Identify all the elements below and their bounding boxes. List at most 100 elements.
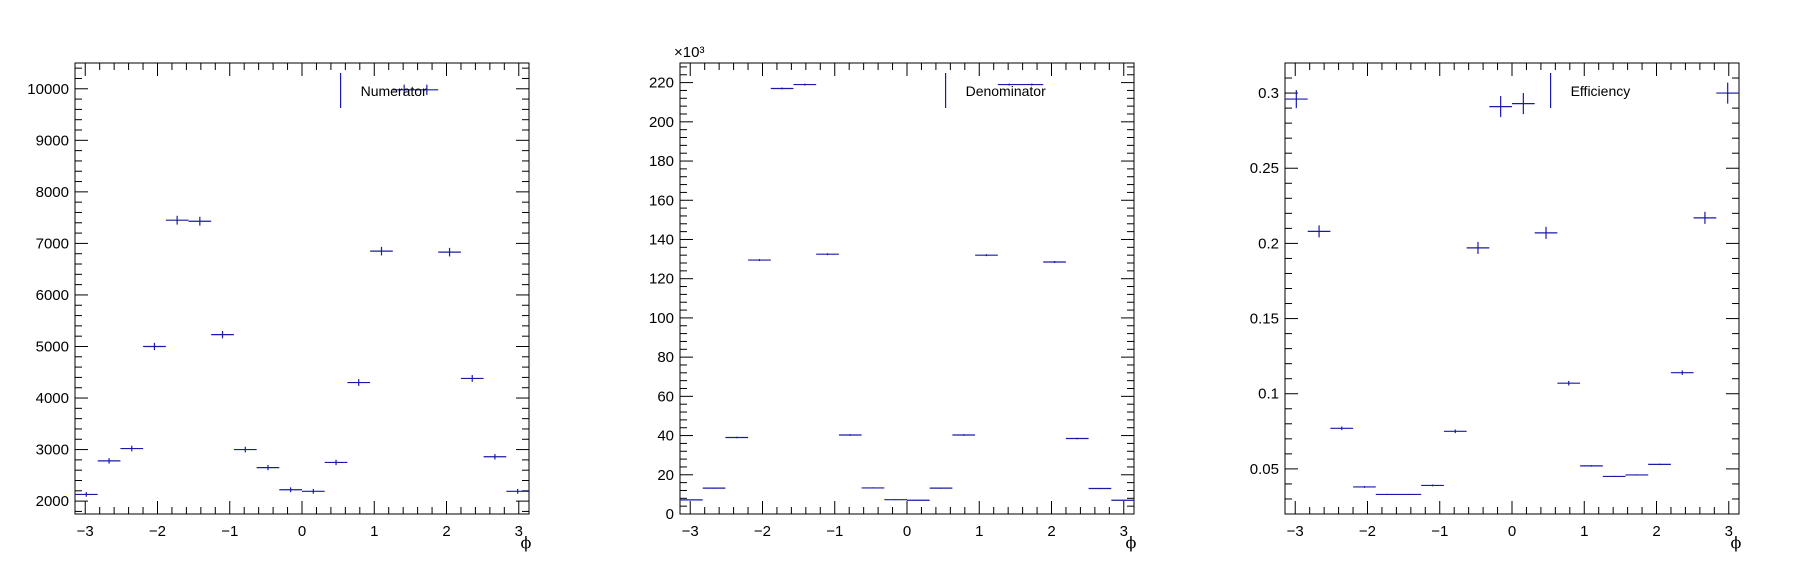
numerator-panel: −3 −2 −1 0 1 2 3 2000 3000 4000 5000 6000 7000 8000 90… [27,62,532,552]
data-point [1398,493,1422,496]
y-tick-label: 100 [649,310,674,327]
data-point [279,487,302,493]
x-tick-label: −1 [826,523,843,540]
y-tick-label: 180 [649,153,674,170]
data-point [506,488,530,494]
x-tick-label: 2 [442,523,450,540]
x-tick-label: −1 [1431,523,1448,540]
data-point [1670,370,1694,375]
y-tick-label: 2000 [36,493,69,510]
y-tick-label: 0.05 [1250,461,1279,478]
data-point [1375,493,1399,496]
data-point [702,487,726,489]
denominator-panel: −3 −2 −1 0 1 2 3 0 20 40 60 80 100 120 140 160 180 200 220… [649,44,1137,552]
x-tick-label: 3 [515,523,523,540]
data-point [324,459,348,466]
data-point [302,488,325,494]
data-point [1602,475,1626,478]
legend-label: Numerator [361,83,427,99]
y-tick-label: 4000 [36,390,69,407]
y-tick-label: 40 [657,428,674,445]
y-tick-label: 0.3 [1258,85,1279,102]
data-point [256,464,280,471]
x-tick-label: 3 [1120,523,1128,540]
data-point [1466,241,1490,254]
data-point [907,499,930,501]
data-point [347,379,371,386]
y-tick-label: 220 [649,75,674,92]
data-point [770,87,794,90]
data-point [1353,486,1376,488]
x-tick-label: −3 [1287,523,1304,540]
y-tick-label: 140 [649,231,674,248]
x-axis-title: ϕ [1731,533,1742,552]
y-tick-label: 20 [657,467,674,484]
x-tick-label: 3 [1725,523,1733,540]
data-point [211,330,234,339]
y-tick-label: 7000 [36,235,69,252]
y-tick-label: 0.25 [1250,160,1279,177]
x-axis-title: ϕ [521,533,532,552]
data-point [233,446,257,453]
data-point [816,253,839,256]
data-point [392,84,416,95]
y-tick-label: 6000 [36,287,69,304]
data-point [929,487,953,489]
data-point [679,499,703,501]
x-tick-label: −3 [682,523,699,540]
x-tick-label: 2 [1047,523,1055,540]
legend-label: Denominator [966,83,1046,99]
data-point [748,259,771,262]
data-point [165,215,189,225]
data-point [793,83,817,86]
x-tick-label: −2 [149,523,166,540]
data-point [1512,93,1535,115]
data-point [1557,380,1581,386]
data-point [460,375,484,382]
x-tick-label: 1 [370,523,378,540]
data-point [1284,90,1308,109]
data-point [1648,463,1671,466]
data-point [1443,429,1467,434]
data-point [1421,484,1444,487]
legend: Denominator [944,73,1046,108]
x-tick-label: 1 [975,523,983,540]
data-point [1716,82,1740,104]
data-point [1534,226,1558,239]
x-axis-title: ϕ [1126,533,1137,552]
y-tick-label: 60 [657,388,674,405]
series-denominator [679,83,1135,501]
data-point [120,445,144,452]
legend: Numerator [339,73,427,108]
x-tick-label: −1 [221,523,238,540]
data-point [1065,437,1089,440]
data-point [861,487,885,489]
data-point [1330,426,1354,431]
efficiency-panel: −3 −2 −1 0 1 2 3 0.05 0.1 0.15 0.2 0.25 0.3 ϕ Efficien… [1250,62,1742,552]
data-point [952,434,976,436]
data-point [97,458,121,464]
data-point [975,254,998,257]
y-tick-label: 0 [666,506,674,523]
data-point [1489,96,1512,118]
x-tick-label: −3 [77,523,94,540]
y-tick-label: 0.2 [1258,235,1279,252]
data-point [1580,465,1603,467]
data-point [884,499,907,501]
legend: Efficiency [1549,73,1631,108]
x-tick-label: 0 [903,523,911,540]
data-point [1088,487,1112,490]
data-point [1693,211,1717,224]
legend-label: Efficiency [1571,83,1631,99]
y-tick-label: 8000 [36,184,69,201]
data-point [725,436,749,439]
y-tick-label: 5000 [36,338,69,355]
data-point [1625,474,1649,476]
data-point [1043,261,1066,264]
x-tick-label: 1 [1580,523,1588,540]
x-tick-label: 0 [1508,523,1516,540]
x-tick-label: −2 [754,523,771,540]
data-point [188,216,212,226]
data-point [997,83,1021,86]
